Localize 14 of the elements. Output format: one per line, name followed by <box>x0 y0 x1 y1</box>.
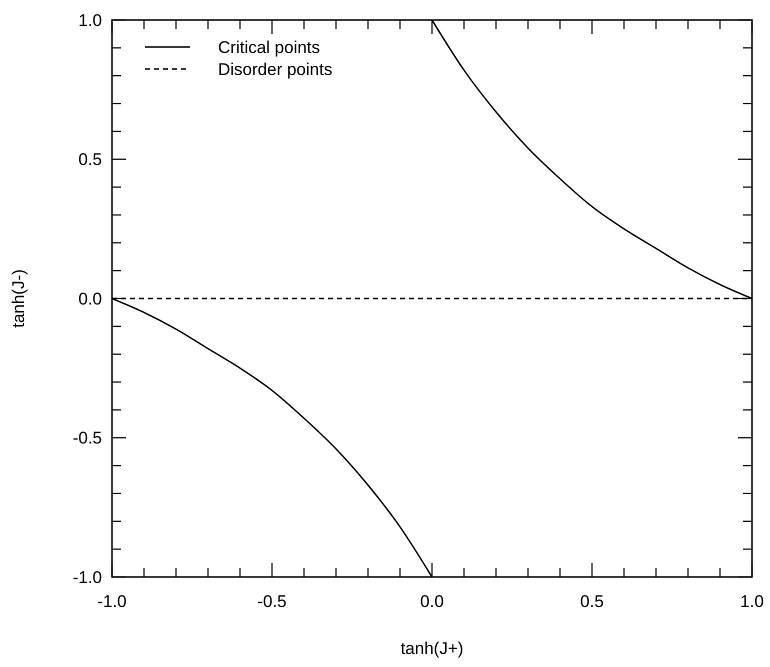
y-axis-title: tanh(J-) <box>9 269 28 328</box>
x-tick-label: 0.5 <box>580 592 604 611</box>
x-tick-label: -1.0 <box>97 592 127 611</box>
legend-label: Critical points <box>218 38 320 57</box>
y-tick-label: 1.0 <box>78 10 102 30</box>
x-tick-label: 0.0 <box>420 592 444 611</box>
x-axis-title: tanh(J+) <box>400 639 464 658</box>
y-tick-label: 0.5 <box>78 150 102 170</box>
y-tick-label: -0.5 <box>72 428 102 448</box>
x-tick-label: -0.5 <box>257 592 287 611</box>
y-tick-label: 0.0 <box>78 289 102 308</box>
y-tick-label: -1.0 <box>72 568 102 587</box>
x-tick-label: 1.0 <box>740 592 764 611</box>
legend-label: Disorder points <box>218 60 332 79</box>
